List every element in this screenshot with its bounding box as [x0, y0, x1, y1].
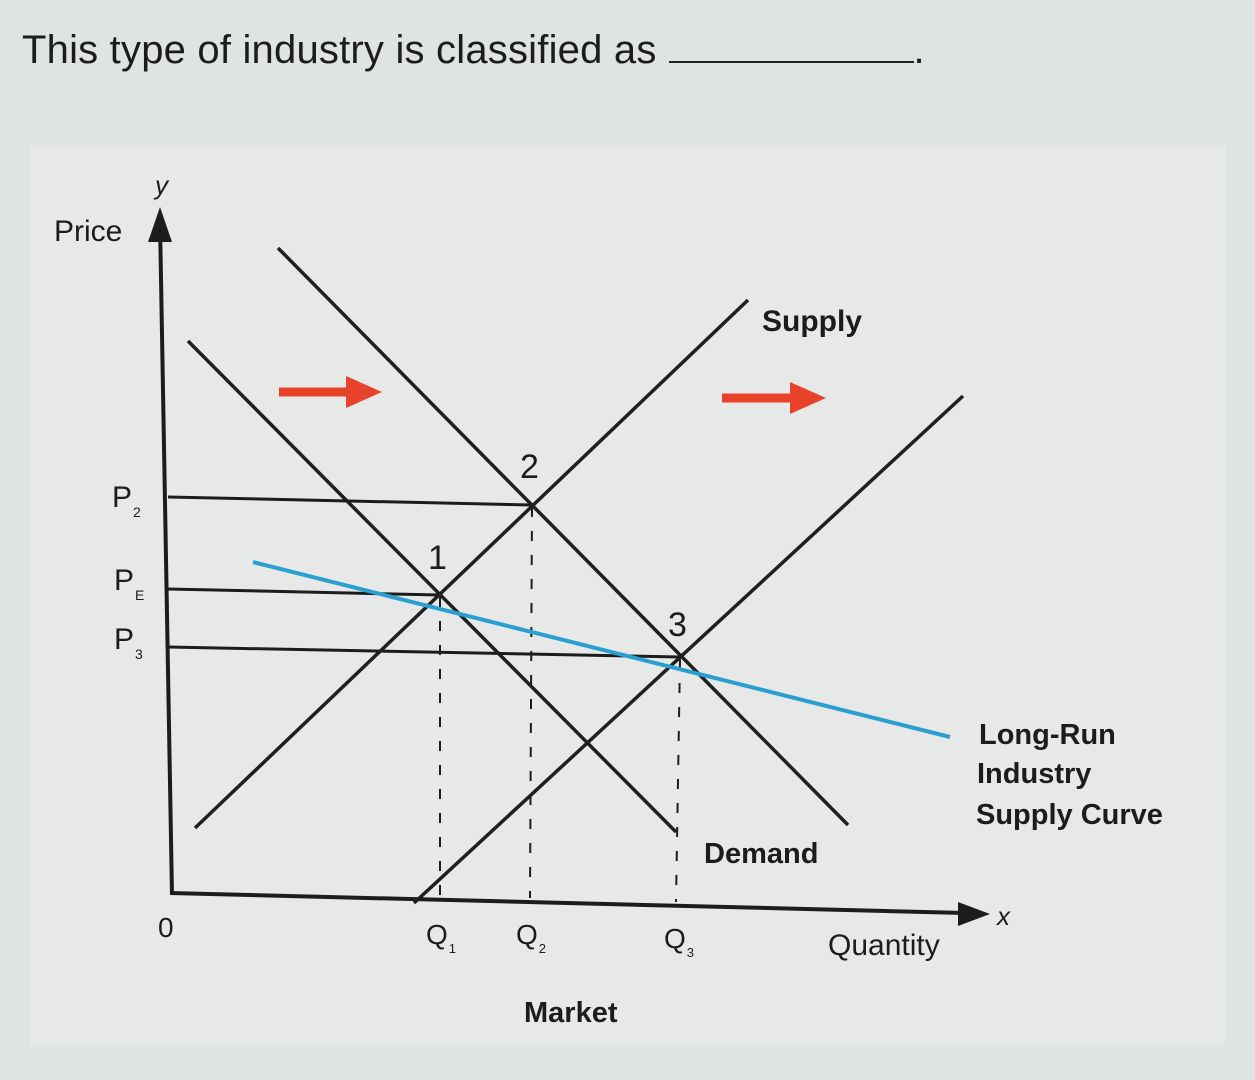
origin-label: 0 — [158, 912, 174, 943]
demand-curve-shifted — [276, 246, 850, 827]
x-axis — [169, 891, 966, 915]
y-axis-arrowhead — [148, 207, 172, 242]
point-label-3: 3 — [668, 606, 687, 644]
pe-guide-line — [167, 587, 441, 597]
y-axis — [158, 221, 174, 896]
question-suffix: . — [913, 28, 925, 72]
x-axis-label: Quantity — [828, 929, 940, 962]
q3-drop-line — [675, 658, 681, 903]
lr-supply-label-line-1: Long-Run — [979, 719, 1116, 751]
chart-caption: Market — [524, 997, 618, 1029]
supply-curve-initial — [193, 298, 750, 830]
q2-drop-line — [529, 506, 533, 899]
supply-curve-shifted — [412, 394, 965, 905]
y-axis-label: Price — [54, 215, 122, 248]
supply-label: Supply — [762, 305, 862, 338]
supply-shift-arrow — [722, 382, 826, 414]
demand-curve-initial — [186, 339, 678, 834]
x-axis-arrowhead — [958, 902, 990, 926]
question-text: This type of industry is classified as . — [22, 28, 925, 73]
demand-shift-arrow — [279, 376, 382, 408]
p3-guide-line — [167, 645, 681, 659]
q3-label: Q3 — [664, 923, 694, 960]
p2-guide-line — [167, 495, 533, 507]
pe-label: PE — [114, 564, 144, 603]
p2-label: P2 — [112, 481, 141, 520]
q1-label: Q1 — [426, 919, 456, 956]
point-label-2: 2 — [520, 448, 539, 486]
lr-supply-label-line-2: Industry — [977, 758, 1091, 790]
y-axis-letter: y — [153, 170, 170, 200]
q2-label: Q2 — [516, 919, 546, 956]
lr-supply-label-line-3: Supply Curve — [976, 799, 1163, 831]
p3-label: P3 — [114, 623, 143, 662]
point-label-1: 1 — [428, 539, 447, 577]
answer-blank — [668, 31, 914, 63]
x-axis-letter: x — [995, 901, 1011, 931]
long-run-supply-curve — [252, 560, 951, 739]
demand-label: Demand — [704, 838, 818, 870]
question-prefix: This type of industry is classified as — [22, 28, 657, 72]
